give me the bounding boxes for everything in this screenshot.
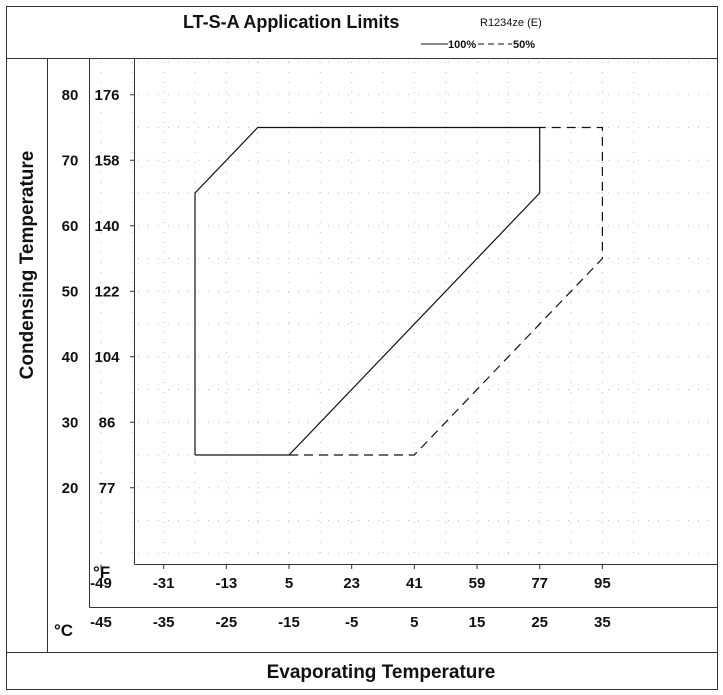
x-tick-label-fahrenheit: 77 [531, 575, 548, 592]
y-tick-label-fahrenheit: 122 [94, 283, 119, 300]
tick-labels: 80 176 70 158 60 140 50 122 40 104 30 86 20 77 -49 -45 -… [62, 87, 611, 631]
legend: 100% 50% [421, 39, 535, 51]
legend-label-50: 50% [513, 39, 535, 51]
x-tick-label-celsius: 15 [469, 614, 486, 631]
y-axis-title: Condensing Temperature [17, 151, 38, 380]
x-tick-label-fahrenheit: 59 [469, 575, 486, 592]
y-tick-label-celsius: 30 [62, 414, 79, 431]
x-tick-label-fahrenheit: 41 [406, 575, 423, 592]
y-tick-label-fahrenheit: 140 [94, 218, 119, 235]
y-tick-label-fahrenheit: 86 [99, 414, 116, 431]
chart-title: LT-S-A Application Limits [183, 12, 399, 32]
x-tick-label-celsius: 35 [594, 614, 611, 631]
x-tick-label-fahrenheit: 95 [594, 575, 611, 592]
y-tick-label-celsius: 50 [62, 283, 79, 300]
series-line-50pct [289, 126, 604, 456]
outer-frame [6, 6, 718, 690]
x-tick-label-celsius: -45 [90, 614, 112, 631]
y-tick-label-fahrenheit: 77 [99, 480, 116, 497]
y-tick-label-celsius: 70 [62, 152, 79, 169]
y-tick-label-fahrenheit: 158 [94, 152, 119, 169]
y-tick-label-celsius: 40 [62, 349, 79, 366]
x-tick-label-fahrenheit: 5 [285, 575, 293, 592]
chart-subtitle: R1234ze (E) [480, 17, 542, 29]
series-lines [194, 126, 604, 456]
y-tick-label-celsius: 20 [62, 480, 79, 497]
x-tick-label-celsius: -35 [153, 614, 175, 631]
x-tick-label-fahrenheit: -31 [153, 575, 175, 592]
grid [100, 61, 712, 560]
unit-celsius: °C [54, 621, 73, 640]
x-tick-label-celsius: -25 [215, 614, 237, 631]
x-tick-label-fahrenheit: -13 [215, 575, 237, 592]
x-axis-title: Evaporating Temperature [267, 662, 496, 683]
y-tick-label-celsius: 60 [62, 218, 79, 235]
x-tick-label-celsius: 5 [410, 614, 418, 631]
x-tick-label-fahrenheit: -49 [90, 575, 112, 592]
legend-label-100: 100% [448, 39, 476, 51]
x-tick-label-celsius: -15 [278, 614, 300, 631]
unit-fahrenheit: °F [93, 563, 110, 582]
y-tick-label-celsius: 80 [62, 87, 79, 104]
x-tick-label-celsius: 25 [531, 614, 548, 631]
series-line-100pct [194, 126, 541, 456]
y-tick-label-fahrenheit: 104 [94, 349, 120, 366]
x-tick-label-celsius: -5 [345, 614, 358, 631]
y-tick-label-fahrenheit: 176 [94, 87, 119, 104]
x-tick-label-fahrenheit: 23 [343, 575, 360, 592]
